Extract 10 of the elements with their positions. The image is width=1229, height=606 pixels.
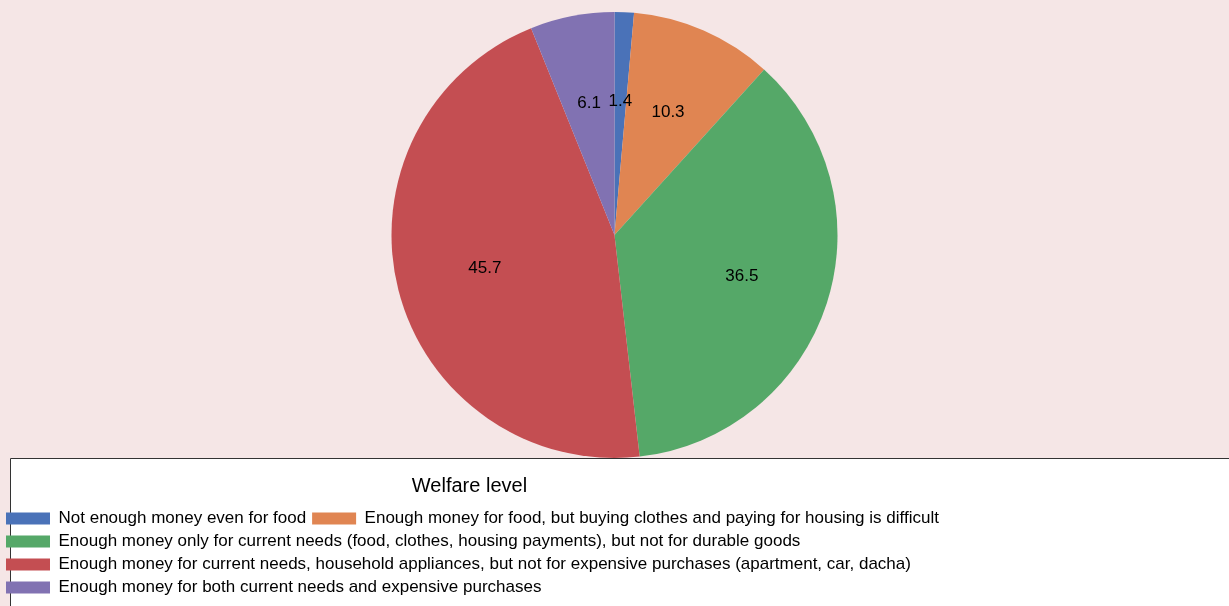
legend-label: Enough money for current needs, household appliances, but not for expensive purchases (apartment, car, dacha) [58,554,911,574]
data-label: 36.5 [725,265,759,285]
legend-label: Not enough money even for food [58,508,307,528]
legend-label: Enough money only for current needs (food, clothes, housing payments), but not for durable goods [58,531,801,551]
legend-label: Enough money for food, but buying clothes and paying for housing is difficult [364,508,940,528]
legend-title: Welfare level [411,473,528,496]
data-label: 6.1 [577,93,601,113]
data-label: 10.3 [651,102,685,122]
data-label: 45.7 [468,257,502,277]
legend-label: Enough money for both current needs and expensive purchases [58,577,542,597]
